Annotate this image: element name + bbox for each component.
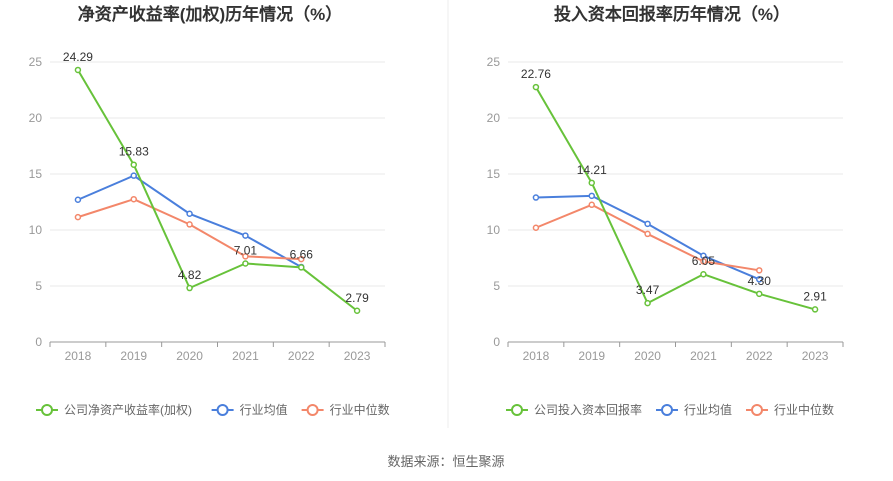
chart-title: 净资产收益率(加权)历年情况（%） <box>78 4 342 24</box>
data-point <box>74 213 82 221</box>
legend-label: 行业均值 <box>240 402 288 417</box>
data-label: 2.91 <box>803 289 827 303</box>
legend-item[interactable]: 公司投入资本回报率 <box>506 402 642 417</box>
data-point <box>532 83 540 91</box>
legend-item[interactable]: 行业均值 <box>211 402 288 417</box>
data-point <box>353 307 361 315</box>
data-point <box>242 253 249 260</box>
data-point <box>644 230 651 238</box>
data-point <box>644 299 651 307</box>
series-line <box>535 86 816 311</box>
data-point <box>700 270 707 278</box>
y-tick-label: 0 <box>35 335 42 349</box>
data-point <box>644 220 651 228</box>
data-point <box>756 267 763 274</box>
legend-label: 公司投入资本回报率 <box>534 402 642 417</box>
legend-label: 行业均值 <box>684 402 732 417</box>
data-point <box>811 306 819 313</box>
data-label: 22.76 <box>521 67 551 81</box>
legend-swatch-marker <box>751 404 763 416</box>
chart-roic: 投入资本回报率历年情况（%） 0 5 10 15 20 25 2018 2019 2020 2021… <box>487 4 844 417</box>
legend-label: 公司净资产收益率(加权) <box>64 402 192 417</box>
x-tick-label: 2019 <box>578 349 605 363</box>
data-point <box>242 260 249 267</box>
data-label: 6.66 <box>290 247 314 261</box>
y-tick-label: 5 <box>35 279 42 293</box>
data-point <box>532 224 540 232</box>
y-tick-label: 10 <box>487 223 501 237</box>
x-tick-label: 2022 <box>288 349 315 363</box>
data-point <box>700 258 707 265</box>
y-tick-label: 10 <box>29 223 43 237</box>
data-point <box>186 284 193 292</box>
legend-swatch-marker <box>216 404 229 416</box>
data-point <box>298 255 305 263</box>
data-point <box>130 195 137 203</box>
series-line <box>535 203 760 272</box>
legend-item[interactable]: 行业均值 <box>656 402 732 417</box>
x-tick-label: 2023 <box>344 349 371 363</box>
x-tick-label: 2020 <box>634 349 661 363</box>
legend-label: 行业中位数 <box>330 402 390 417</box>
x-tick-label: 2023 <box>802 349 829 363</box>
data-point <box>756 276 763 283</box>
series-line <box>535 194 760 281</box>
data-label: 7.01 <box>234 243 258 257</box>
y-tick-label: 5 <box>493 279 500 293</box>
x-tick-label: 2021 <box>232 349 259 363</box>
source-label: 数据来源：恒生聚源 <box>387 454 504 469</box>
data-point <box>532 194 540 201</box>
data-point <box>588 201 595 209</box>
data-label: 2.79 <box>345 291 369 305</box>
legend-swatch-marker <box>511 404 523 416</box>
x-tick-label: 2020 <box>176 349 203 363</box>
y-tick-label: 0 <box>493 335 500 349</box>
data-point <box>74 66 82 74</box>
legend-swatch-marker <box>306 404 319 416</box>
x-tick-label: 2018 <box>523 349 550 363</box>
legend-item[interactable]: 行业中位数 <box>301 402 390 417</box>
data-label: 6.05 <box>692 254 716 268</box>
chart-roe: 净资产收益率(加权)历年情况（%） 0 5 10 15 20 25 2018 2019 2020 2… <box>29 4 390 417</box>
data-point <box>588 192 595 200</box>
y-tick-label: 20 <box>487 111 501 125</box>
x-tick-label: 2018 <box>65 349 92 363</box>
data-label: 4.82 <box>178 268 202 282</box>
data-point <box>588 179 595 187</box>
legend-item[interactable]: 行业中位数 <box>746 402 834 417</box>
data-point <box>186 221 193 228</box>
data-point <box>186 210 193 218</box>
y-tick-label: 25 <box>487 55 501 69</box>
data-label: 24.29 <box>63 50 93 64</box>
legend-swatch-marker <box>661 404 673 416</box>
series-line <box>77 198 302 261</box>
data-point <box>74 196 82 204</box>
data-label: 4.30 <box>748 274 772 288</box>
series-line <box>77 69 358 312</box>
y-tick-label: 15 <box>487 167 501 181</box>
x-tick-label: 2022 <box>746 349 773 363</box>
x-tick-label: 2019 <box>120 349 147 363</box>
legend-label: 行业中位数 <box>774 402 834 417</box>
data-label: 15.83 <box>119 145 149 159</box>
data-point <box>298 264 305 271</box>
data-point <box>130 172 137 179</box>
data-point <box>242 232 249 239</box>
data-point <box>756 290 763 298</box>
legend-swatch-marker <box>41 404 53 416</box>
data-label: 14.21 <box>577 163 607 177</box>
x-tick-label: 2021 <box>690 349 717 363</box>
data-point <box>130 161 137 168</box>
y-tick-label: 25 <box>29 55 43 69</box>
legend-item[interactable]: 公司净资产收益率(加权) <box>36 402 192 417</box>
y-tick-label: 20 <box>29 111 43 125</box>
y-tick-label: 15 <box>29 167 43 181</box>
data-label: 3.47 <box>636 283 660 297</box>
chart-title: 投入资本回报率历年情况（%） <box>554 4 790 24</box>
